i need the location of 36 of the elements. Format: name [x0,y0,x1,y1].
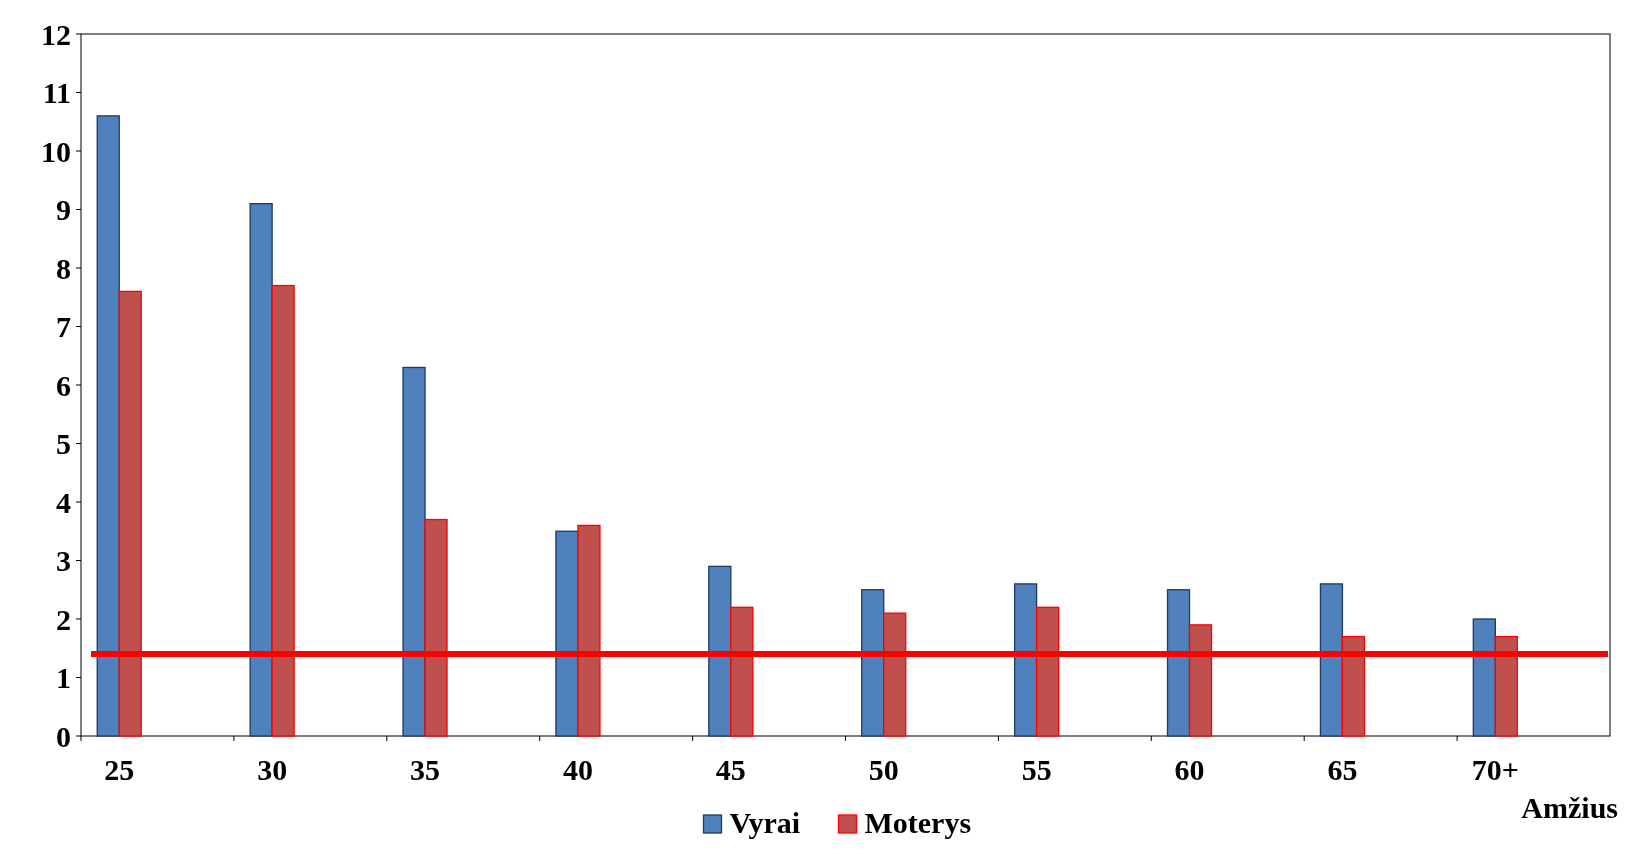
legend-label: Vyrai [729,806,801,839]
x-tick-label: 55 [1021,753,1052,786]
y-tick-label: 11 [42,76,71,109]
y-tick-label: 6 [56,368,71,402]
bar [1319,583,1344,737]
y-tick-label: 0 [56,719,71,753]
bar [402,366,426,737]
y-tick-label: 9 [56,193,71,226]
x-tick-label: 60 [1174,753,1205,786]
x-tick-label: 35 [410,753,441,786]
y-tick-label: 4 [56,485,71,519]
x-tick-label: 50 [868,753,899,786]
bar [1472,618,1496,737]
bar [1166,589,1191,737]
x-tick-label: 25 [104,753,135,786]
y-tick-label: 1 [56,661,71,694]
bar [555,530,579,737]
y-tick-label: 7 [56,310,71,343]
y-tick-label: 2 [56,602,71,636]
legend-label: Moterys [864,806,972,839]
bar [708,565,732,737]
x-tick-label: 45 [715,753,746,786]
bar [249,203,273,737]
x-tick-label: 65 [1327,753,1358,786]
x-tick-label: 30 [257,753,288,786]
bar [96,115,120,737]
x-tick-label: 40 [562,753,593,786]
y-tick-label: 12 [41,17,71,51]
x-tick-label: 70+ [1471,753,1519,786]
y-tick-label: 3 [56,544,71,577]
x-axis-title: Amžius [1521,791,1618,824]
y-tick-label: 10 [41,134,71,168]
bar [861,589,885,737]
y-tick-label: 8 [56,251,71,285]
bar [1013,583,1038,737]
y-tick-label: 5 [56,427,71,460]
